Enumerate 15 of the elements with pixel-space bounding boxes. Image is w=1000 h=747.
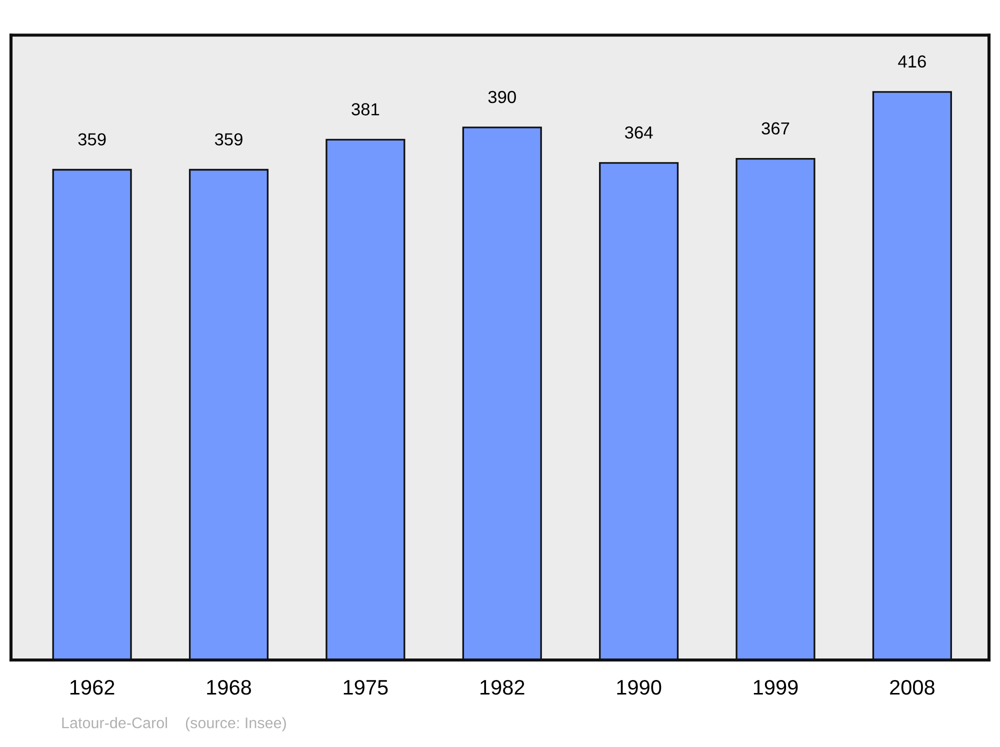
data-label: 390 [488, 90, 516, 104]
x-tick-label: 1990 [617, 680, 662, 695]
x-tick-label: 1982 [480, 680, 524, 695]
data-label: 364 [624, 126, 653, 139]
data-label: 359 [78, 133, 106, 146]
x-tick-label: 1962 [70, 680, 114, 695]
x-tick-label: 1968 [207, 680, 252, 695]
data-label: 359 [214, 133, 242, 146]
x-tick-label: 2008 [890, 680, 934, 695]
x-tick-label: 1999 [754, 680, 798, 695]
data-label: 367 [762, 122, 790, 135]
data-label: 416 [898, 55, 926, 68]
data-label: 381 [352, 103, 380, 116]
text: Latour-de-Carol (source: Insee) [62, 717, 286, 732]
x-tick-label: 1975 [344, 680, 388, 695]
